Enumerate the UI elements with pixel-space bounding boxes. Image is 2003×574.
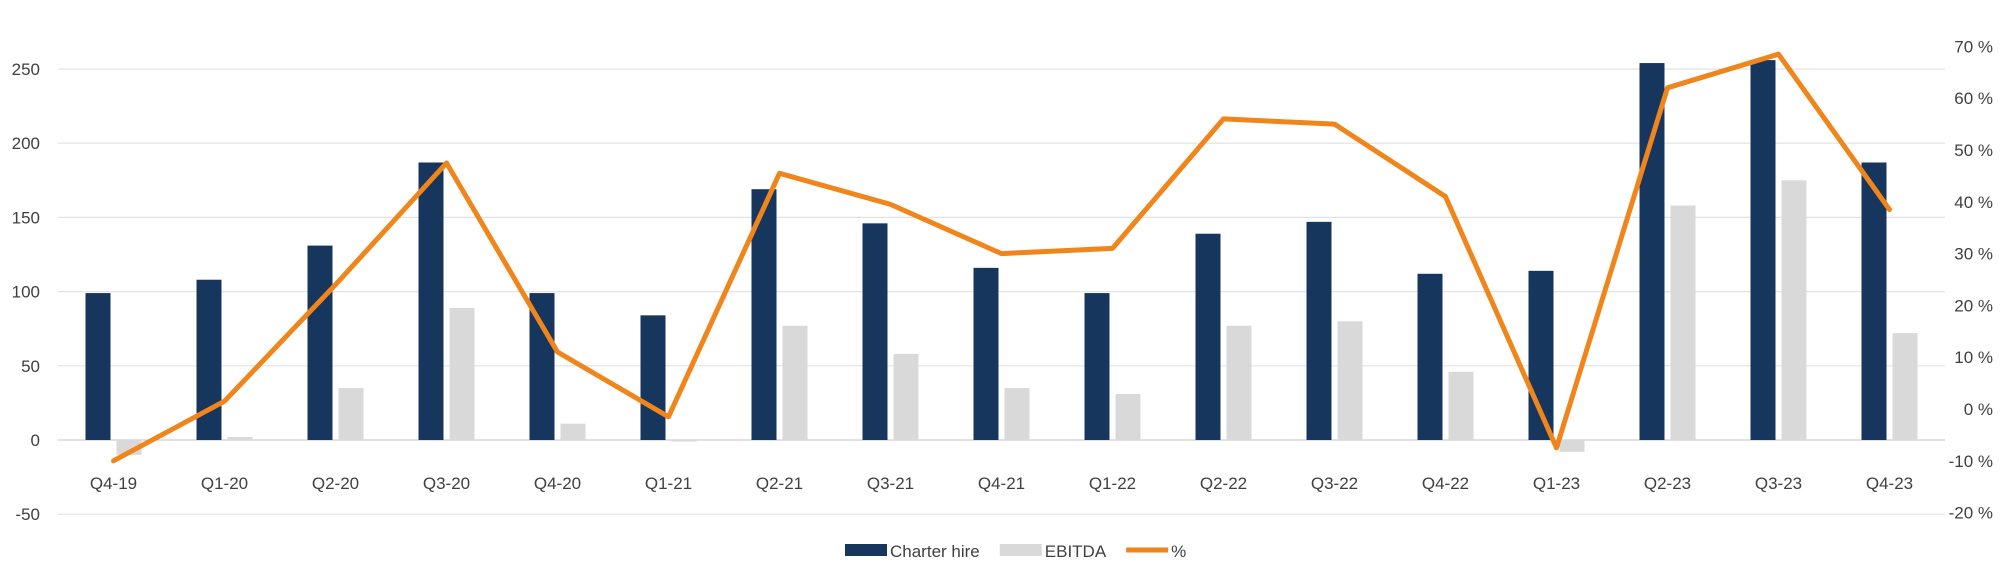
bar-charter-hire [85,293,111,440]
bar-ebitda [338,388,364,440]
legend-label: Charter hire [890,542,980,561]
bar-ebitda [1004,388,1030,440]
bar-ebitda [1448,371,1474,440]
category-label: Q2-22 [1200,474,1247,493]
left-tick-label: -50 [15,505,40,524]
right-tick-label: -20 % [1949,504,1993,523]
bar-ebitda [1337,321,1363,440]
right-tick-label: -10 % [1949,452,1993,471]
bar-charter-hire [1306,221,1332,440]
legend-swatch [845,544,887,556]
category-labels: Q4-19 Q1-20 Q2-20 Q3-20 Q4-20 Q1-21 Q2-21 Q3-21… [90,474,1913,493]
left-tick-label: 150 [12,208,40,227]
category-label: Q1-21 [645,474,692,493]
category-label: Q2-20 [312,474,359,493]
bar-ebitda [1781,180,1807,441]
left-tick-label: 200 [12,134,40,153]
category-label: Q4-23 [1866,474,1913,493]
bar-ebitda [782,325,808,440]
bar-ebitda [1559,440,1585,452]
percent-line [111,51,1892,464]
category-label: Q4-22 [1422,474,1469,493]
bar-ebitda [671,440,697,442]
bar-charter-hire [640,315,666,440]
category-label: Q4-21 [978,474,1025,493]
bar-charter-hire [418,162,444,440]
bar-ebitda [1670,205,1696,440]
bar-charter-hire [1750,60,1776,440]
right-tick-label: 20 % [1954,296,1993,315]
left-axis: -50 0 50 100 150 200 250 [12,60,40,524]
bar-ebitda [1115,393,1141,440]
bar-charter-hire [1195,233,1221,440]
right-tick-label: 40 % [1954,193,1993,212]
category-label: Q1-22 [1089,474,1136,493]
left-tick-label: 250 [12,60,40,79]
bar-charter-hire [973,267,999,440]
bar-ebitda [1892,333,1918,440]
bar-ebitda [560,423,586,440]
category-label: Q1-23 [1533,474,1580,493]
category-label: Q1-20 [201,474,248,493]
bar-ebitda [1226,325,1252,440]
bar-charter-hire [1861,162,1887,440]
category-label: Q3-20 [423,474,470,493]
right-tick-label: 0 % [1964,400,1993,419]
right-axis: -20 % -10 % 0 % 10 % 20 % 30 % 40 % 50 % 60 % 70 … [1949,37,1993,522]
bar-charter-hire [862,223,888,440]
category-label: Q4-19 [90,474,137,493]
bar-charter-hire [307,245,333,440]
bar-ebitda [227,437,253,440]
left-tick-label: 0 [31,431,40,450]
category-label: Q4-20 [534,474,581,493]
right-tick-label: 60 % [1954,89,1993,108]
right-tick-label: 70 % [1954,37,1993,56]
percent-line-layer [111,51,1892,464]
category-label: Q2-21 [756,474,803,493]
legend: Charter hire EBITDA% [845,542,1186,561]
category-label: Q3-22 [1311,474,1358,493]
category-label: Q3-23 [1755,474,1802,493]
legend-label: % [1171,542,1186,561]
category-label: Q2-23 [1644,474,1691,493]
left-tick-label: 50 [21,357,40,376]
right-tick-label: 50 % [1954,141,1993,160]
bar-charter-hire [1639,63,1665,441]
bar-ebitda [893,353,919,440]
left-tick-label: 100 [12,283,40,302]
right-tick-label: 30 % [1954,245,1993,264]
bar-ebitda [449,307,475,440]
legend-label: EBITDA [1045,542,1107,561]
legend-swatch [999,544,1042,556]
gridlines [58,68,1945,515]
category-label: Q3-21 [867,474,914,493]
bar-charter-hire [529,293,555,440]
bar-charter-hire [1084,293,1110,440]
right-tick-label: 10 % [1954,348,1993,367]
bar-charter-hire [1417,273,1443,440]
